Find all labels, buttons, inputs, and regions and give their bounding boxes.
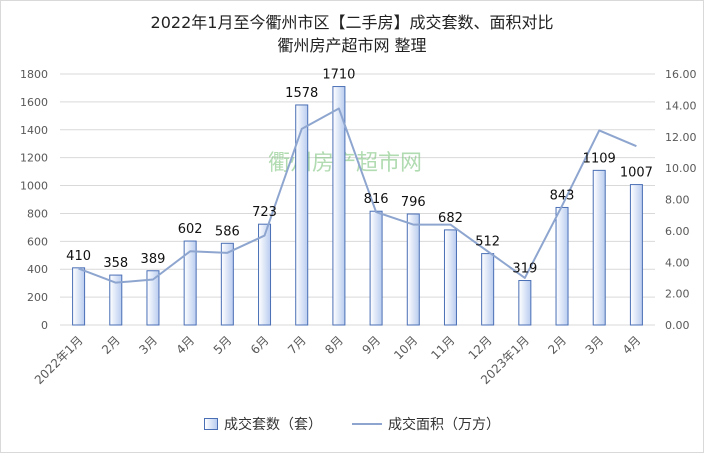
y-left-tick-label: 1400 (20, 124, 48, 137)
y-right-tick-label: 2.00 (665, 288, 690, 301)
bar-data-label: 1710 (322, 68, 355, 83)
y-left-tick-label: 1200 (20, 152, 48, 165)
bar (109, 274, 123, 326)
bar-data-label: 319 (512, 262, 537, 277)
y-left-tick-label: 1000 (20, 180, 48, 193)
bar (72, 267, 86, 326)
bar-data-label: 1109 (583, 151, 616, 166)
x-tick-label: 2月 (545, 333, 569, 357)
chart-title: 2022年1月至今衢州市区【二手房】成交套数、面积对比 (150, 13, 554, 32)
x-tick-label: 3月 (136, 333, 160, 357)
bar-data-label: 1578 (285, 86, 318, 101)
bar (629, 184, 643, 326)
bar (555, 206, 569, 326)
x-tick-label: 9月 (359, 333, 383, 357)
bar (518, 280, 532, 326)
y-left-tick-label: 1600 (20, 96, 48, 109)
bar (592, 169, 606, 326)
chart-subtitle: 衢州房产超市网 整理 (277, 36, 427, 55)
y-right-tick-label: 10.00 (665, 162, 697, 175)
bar (220, 242, 234, 326)
bar (406, 213, 420, 326)
bar-data-label: 602 (178, 222, 203, 237)
y-right-tick-label: 6.00 (665, 225, 690, 238)
y-right-tick-label: 0.00 (665, 319, 690, 332)
legend-label-line: 成交面积（万方） (388, 417, 500, 433)
x-tick-label: 2022年1月 (32, 333, 86, 387)
legend-bar-swatch (204, 418, 218, 430)
x-tick-label: 6月 (248, 333, 272, 357)
x-tick-label: 4月 (173, 333, 197, 357)
x-tick-label: 4月 (620, 333, 644, 357)
legend: 成交套数（套） 成交面积（万方） (0, 414, 704, 434)
y-left-tick-label: 600 (27, 235, 48, 248)
x-tick-label: 8月 (322, 333, 346, 357)
legend-line-swatch (352, 423, 382, 425)
bar (258, 223, 272, 326)
legend-label-bars: 成交套数（套） (224, 417, 322, 433)
bar-data-label: 586 (215, 224, 240, 239)
bar (183, 240, 197, 326)
y-left-tick-label: 400 (27, 263, 48, 276)
y-left-tick-label: 200 (27, 291, 48, 304)
x-tick-label: 3月 (583, 333, 607, 357)
bar-data-label: 682 (438, 211, 463, 226)
y-right-tick-label: 16.00 (665, 68, 697, 81)
x-tick-label: 10月 (391, 333, 420, 362)
bar-data-label: 389 (141, 252, 166, 267)
bar-data-label: 723 (252, 205, 277, 220)
bar (295, 104, 309, 326)
bar-data-label: 843 (550, 188, 575, 203)
y-left-tick-label: 0 (41, 319, 48, 332)
y-right-tick-label: 4.00 (665, 256, 690, 269)
area-line (78, 107, 637, 284)
bar-data-label: 410 (66, 249, 91, 264)
y-right-tick-label: 14.00 (665, 99, 697, 112)
bar (443, 229, 457, 326)
bar-data-label: 796 (401, 195, 426, 210)
legend-item-bars: 成交套数（套） (204, 414, 322, 434)
x-tick-label: 5月 (211, 333, 235, 357)
bar (146, 270, 160, 326)
bar-data-label: 512 (475, 235, 500, 250)
bar-data-label: 1007 (620, 166, 653, 181)
x-tick-label: 11月 (428, 333, 457, 362)
x-tick-label: 7月 (285, 333, 309, 357)
x-tick-label: 12月 (466, 333, 495, 362)
bar-data-label: 816 (364, 192, 389, 207)
x-tick-label: 2月 (99, 333, 123, 357)
y-left-tick-label: 1800 (20, 68, 48, 81)
bar (481, 253, 495, 326)
bar (369, 210, 383, 326)
bar (332, 86, 346, 326)
y-right-tick-label: 8.00 (665, 194, 690, 207)
bar-data-label: 358 (103, 256, 128, 271)
legend-item-line: 成交面积（万方） (352, 414, 500, 434)
y-left-tick-label: 800 (27, 207, 48, 220)
y-right-tick-label: 12.00 (665, 131, 697, 144)
